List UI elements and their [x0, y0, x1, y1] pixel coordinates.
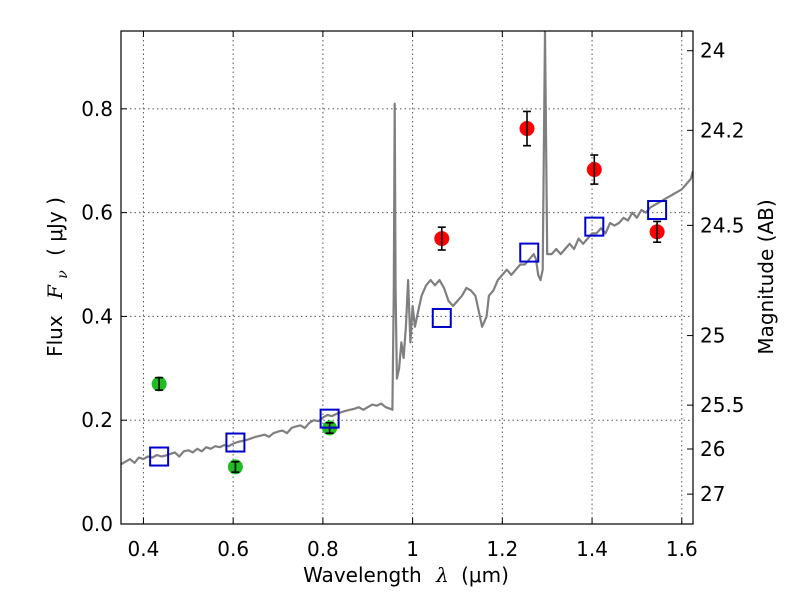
magnitude-tick-label: 24.2 [700, 118, 745, 142]
blue-square-marker [319, 408, 340, 429]
x-tick-label: 1.4 [576, 537, 608, 561]
y-tick-label: 0.2 [81, 408, 113, 432]
magnitude-tick-label: 26 [700, 437, 725, 461]
x-axis-label: Wavelength λ (μm) [303, 563, 509, 587]
magnitude-tick-label: 25 [700, 324, 725, 348]
y-tick-label: 0.4 [81, 304, 113, 328]
magnitude-tick-label: 25.5 [700, 393, 745, 417]
x-tick-label: 1.6 [666, 537, 698, 561]
magnitude-tick-label: 24 [700, 39, 725, 63]
x-tick-label: 1.2 [486, 537, 518, 561]
y-axis-label: Flux F ν ( μJy ) [43, 197, 72, 357]
x-tick-label: 1 [406, 537, 419, 561]
y-axis: 0.0 0.2 0.4 0.6 0.8 [81, 97, 127, 536]
y-tick-label: 0.0 [81, 512, 113, 536]
blue-square-marker [431, 307, 452, 328]
y-tick-label: 0.6 [81, 201, 113, 225]
magnitude-tick-label: 24.5 [700, 213, 745, 237]
magnitude-axis-label: Magnitude (AB) [754, 199, 778, 354]
x-tick-label: 0.4 [128, 537, 160, 561]
blue-square-marker [149, 446, 170, 467]
x-tick-label: 0.8 [307, 537, 339, 561]
magnitude-axis: 24 24.2 24.5 25 25.5 26 27 [687, 39, 745, 506]
blue-square-marker [225, 432, 246, 453]
x-tick-label: 0.6 [217, 537, 249, 561]
blue-square-marker [647, 200, 668, 221]
grid [121, 31, 693, 525]
x-axis: 0.4 0.6 0.8 1 1.2 1.4 1.6 [128, 31, 698, 561]
magnitude-tick-label: 27 [700, 482, 725, 506]
blue-square-marker [584, 216, 605, 237]
y-tick-label: 0.8 [81, 97, 113, 121]
plot-area [121, 31, 693, 475]
blue-square-marker [519, 242, 540, 263]
plot-frame [120, 30, 694, 525]
